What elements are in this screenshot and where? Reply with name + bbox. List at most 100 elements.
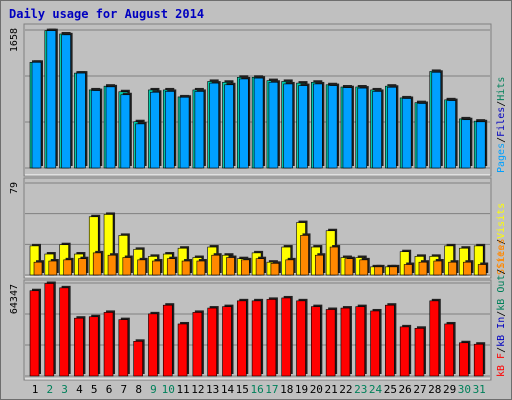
x-tick-label: 10 [162,383,175,396]
x-tick-label: 26 [399,383,412,396]
legend-entry: kB Out [496,275,507,311]
bar-sites [181,260,191,276]
bar-kb-f [429,300,440,377]
panel-1-max-label: 1658 [9,28,20,52]
bar-files [120,94,131,169]
panel-2-max-label: 79 [9,182,20,194]
x-tick-label: 13 [206,383,219,396]
bar-sites [92,252,102,276]
bar-kb-f [192,312,203,377]
bar-files [446,100,456,169]
bar-kb-f [177,323,188,377]
bar-sites [137,259,146,276]
bar-sites [418,261,428,276]
bar-kb-f [473,343,484,377]
x-tick-label: 3 [61,383,68,396]
x-tick-label: 7 [121,383,128,396]
bar-sites [226,257,235,276]
bar-files [268,81,279,169]
bar-kb-f [281,297,292,377]
bar-files [283,83,294,169]
x-tick-label: 29 [443,383,456,396]
bar-files [90,90,101,169]
bar-files [327,85,338,169]
legend-entry: Visits [496,203,507,239]
bar-sites [285,259,295,276]
x-tick-label: 16 [250,383,263,396]
bar-sites [403,264,413,276]
bar-files [105,86,116,169]
bar-kb-f [44,283,55,377]
x-tick-label: 11 [176,383,189,396]
bar-sites [166,258,176,276]
bar-sites [300,235,309,276]
bar-files [298,85,308,169]
bar-kb-f [251,300,262,377]
x-tick-label: 28 [428,383,441,396]
x-tick-label: 27 [413,383,426,396]
bar-sites [196,260,206,276]
bar-kb-f [59,287,69,377]
bar-sites [122,257,132,276]
page-title: Daily usage for August 2014 [9,7,205,21]
bar-kb-f [133,341,143,377]
x-tick-label: 4 [76,383,83,396]
x-tick-label: 19 [295,383,308,396]
bar-sites [211,254,220,276]
bar-sites [78,258,87,276]
bar-kb-f [162,304,173,377]
bar-files [61,34,71,169]
bar-sites [255,258,265,276]
bar-kb-f [370,310,380,377]
x-tick-label: 1 [32,383,39,396]
x-tick-label: 30 [458,383,471,396]
bar-files [431,71,442,169]
bar-kb-f [399,326,410,377]
x-tick-label: 21 [325,383,338,396]
x-tick-label: 23 [354,383,367,396]
bar-files [135,123,145,169]
bar-files [475,121,486,169]
bar-kb-f [118,319,129,377]
bar-files [46,30,57,169]
bar-sites [33,261,43,276]
bar-kb-f [266,299,277,377]
bar-kb-f [74,317,84,377]
bar-files [357,87,368,169]
panel-3-max-label: 64347 [9,284,20,314]
bar-sites [374,266,383,276]
bar-kb-f [325,309,336,377]
x-tick-label: 22 [339,383,352,396]
x-tick-label: 5 [91,383,98,396]
x-tick-label: 8 [135,383,142,396]
x-tick-label: 24 [369,383,383,396]
bar-files [209,82,219,169]
x-tick-label: 17 [265,383,278,396]
panel-1-legend: Pages/Files/Hits [496,77,507,173]
legend-entry: kB In [496,317,507,347]
x-tick-label: 18 [280,383,293,396]
bar-kb-f [29,290,40,377]
bar-sites [152,260,161,276]
panel-2-legend: Sites/Visits [496,203,507,275]
bar-files [194,91,205,169]
x-tick-label: 6 [106,383,113,396]
legend-entry: Pages [496,143,507,173]
bar-files [179,96,190,169]
legend-entry: / [496,239,507,245]
legend-entry: / [496,269,507,275]
bar-files [313,83,323,169]
legend-entry: / [496,347,507,353]
x-tick-label: 2 [46,383,53,396]
x-tick-label: 25 [384,383,397,396]
bar-sites [433,260,443,276]
x-tick-label: 14 [221,383,235,396]
bar-kb-f [207,307,217,377]
x-tick-label: 9 [150,383,157,396]
bar-sites [329,246,339,276]
x-tick-label: 20 [310,383,323,396]
bar-files [224,84,234,169]
legend-entry: Sites [496,238,507,268]
legend-entry: kB F [496,353,507,377]
